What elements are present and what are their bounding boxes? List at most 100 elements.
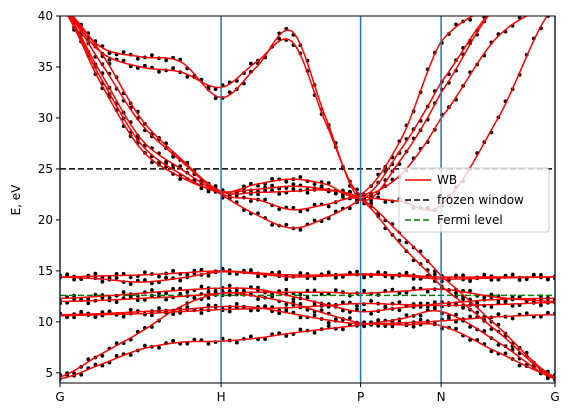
reference-dot — [454, 326, 458, 331]
reference-dot — [326, 204, 331, 209]
series-line-wb — [60, 301, 555, 317]
reference-dot — [454, 319, 458, 324]
reference-dot — [333, 191, 338, 196]
reference-dot — [277, 192, 282, 196]
reference-dot — [192, 337, 197, 342]
legend-label: Fermi level — [437, 213, 503, 227]
legend: WB frozen window Fermi level — [398, 167, 550, 233]
reference-dot — [468, 17, 472, 22]
reference-dot — [143, 63, 147, 68]
reference-dot — [157, 345, 161, 350]
reference-dot — [454, 291, 458, 296]
reference-dot — [546, 310, 550, 315]
reference-dot — [171, 338, 176, 343]
reference-dot — [369, 311, 373, 316]
reference-dot — [227, 293, 232, 297]
reference-dot — [114, 300, 119, 304]
reference-dot — [517, 278, 522, 282]
reference-dot — [298, 209, 303, 214]
reference-dot — [432, 272, 437, 277]
reference-dot — [143, 278, 147, 282]
reference-dot — [411, 286, 416, 290]
reference-dot — [418, 301, 423, 306]
legend-label: WB — [437, 173, 457, 187]
reference-dot — [171, 66, 176, 70]
reference-dot — [107, 309, 112, 314]
reference-dot — [312, 276, 317, 281]
reference-dot — [489, 305, 494, 309]
reference-dot — [234, 302, 239, 306]
reference-dot — [249, 334, 253, 339]
series-line-wb — [60, 270, 555, 283]
reference-dot — [284, 222, 289, 227]
reference-dot — [206, 341, 211, 346]
x-tick-label: P — [357, 390, 364, 404]
reference-dot — [298, 227, 303, 232]
reference-dot — [128, 275, 133, 280]
reference-dot — [135, 56, 140, 61]
wb-band-lines — [60, 16, 555, 380]
series-line-wb — [60, 270, 555, 278]
reference-dot — [517, 363, 522, 368]
reference-dot — [383, 200, 388, 204]
y-axis-label: E, eV — [9, 184, 23, 216]
reference-dot — [150, 288, 154, 292]
x-tick-label: N — [437, 390, 446, 404]
reference-dot — [291, 297, 296, 302]
reference-dot — [128, 294, 133, 299]
reference-dot — [411, 277, 416, 281]
reference-dot — [312, 182, 317, 187]
reference-dot — [256, 274, 260, 279]
reference-dot — [121, 50, 126, 54]
y-tick-label: 35 — [38, 60, 53, 74]
reference-dot — [298, 327, 303, 332]
reference-dot — [284, 287, 289, 292]
reference-dot — [362, 288, 366, 293]
reference-dot — [277, 270, 282, 275]
reference-dot — [348, 316, 352, 320]
reference-dot — [284, 179, 289, 184]
reference-dot — [312, 313, 317, 318]
reference-dot — [157, 274, 161, 279]
y-axis-ticks: 5 10 15 20 25 30 35 40 — [38, 9, 60, 380]
reference-dot — [447, 316, 451, 321]
legend-box — [398, 167, 550, 233]
reference-dot — [270, 177, 274, 181]
reference-dot — [150, 313, 154, 318]
reference-dot — [503, 351, 508, 356]
reference-dot — [227, 289, 232, 293]
reference-dot — [206, 289, 211, 294]
reference-dot — [298, 315, 303, 320]
reference-dot — [510, 304, 515, 308]
reference-dot — [121, 290, 126, 294]
reference-dot — [468, 314, 472, 319]
reference-dot — [185, 305, 190, 309]
reference-dot — [234, 340, 239, 345]
reference-dot — [143, 298, 147, 302]
reference-dot — [546, 277, 550, 282]
x-tick-label: G — [550, 390, 559, 404]
reference-dot — [291, 187, 296, 191]
reference-dot — [72, 277, 76, 282]
reference-dot — [171, 268, 176, 273]
reference-dot — [390, 324, 395, 329]
reference-dot — [291, 205, 296, 210]
reference-dot — [468, 325, 472, 329]
reference-dot — [100, 353, 105, 358]
reference-dot — [468, 288, 472, 293]
reference-dot — [256, 192, 260, 197]
reference-dot — [199, 284, 204, 289]
reference-dot — [319, 184, 324, 189]
reference-dot — [482, 329, 487, 333]
reference-dot — [326, 181, 331, 185]
reference-dot — [284, 334, 289, 338]
reference-dot — [418, 313, 423, 318]
reference-dot — [72, 315, 76, 320]
reference-dot — [397, 308, 402, 313]
reference-dot — [206, 296, 211, 300]
reference-dot — [128, 353, 133, 357]
reference-dot — [128, 282, 133, 286]
reference-dot — [164, 291, 169, 296]
reference-dot — [539, 303, 543, 308]
